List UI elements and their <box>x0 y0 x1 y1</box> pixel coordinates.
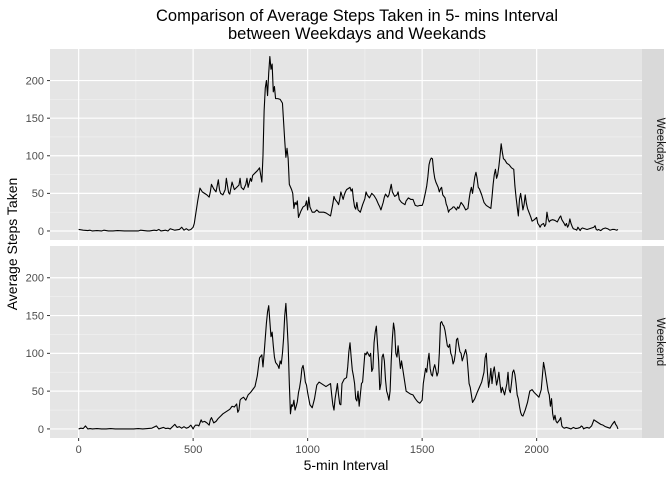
y-axis-weekend: 0 50 100 150 200 <box>26 273 50 436</box>
panel-gridlines <box>50 246 642 438</box>
y-axis-title: Average Steps Taken <box>4 178 20 311</box>
y-tick-label: 0 <box>38 226 44 238</box>
chart-title-line-2: between Weekdays and Weekands <box>228 25 486 43</box>
facet-strip-label-weekend: Weekend <box>654 318 666 366</box>
chart-title-line-1: Comparison of Average Steps Taken in 5- … <box>156 7 558 25</box>
y-tick-label: 200 <box>26 273 44 285</box>
y-tick-label: 50 <box>32 188 44 200</box>
y-tick-label: 50 <box>32 386 44 398</box>
y-tick-label: 150 <box>26 113 44 125</box>
x-tick-label: 2000 <box>524 444 548 456</box>
x-tick-label: 1500 <box>410 444 434 456</box>
facet-strip-label-weekdays: Weekdays <box>654 118 666 172</box>
weekdays-steps-line <box>78 55 619 232</box>
y-tick-label: 150 <box>26 310 44 322</box>
y-tick-label: 200 <box>26 75 44 87</box>
y-tick-label: 0 <box>38 424 44 436</box>
facet-strip <box>642 49 664 240</box>
facet-strip <box>642 246 664 438</box>
weekend-steps-line <box>78 302 619 430</box>
panel-background <box>50 246 642 438</box>
facet-panel-weekend: Weekend <box>50 246 666 438</box>
panel-gridlines <box>50 49 642 240</box>
y-axis-weekdays: 0 50 100 150 200 <box>26 75 50 238</box>
y-tick-label: 100 <box>26 348 44 360</box>
x-tick-label: 1000 <box>295 444 319 456</box>
panel-background <box>50 49 642 240</box>
x-axis-title: 5-min Interval <box>304 457 389 473</box>
x-tick-label: 0 <box>76 444 82 456</box>
x-axis: 0 500 1000 1500 2000 <box>76 438 549 456</box>
facet-panel-weekdays: Weekdays <box>50 49 666 240</box>
y-tick-label: 100 <box>26 151 44 163</box>
x-tick-label: 500 <box>184 444 202 456</box>
